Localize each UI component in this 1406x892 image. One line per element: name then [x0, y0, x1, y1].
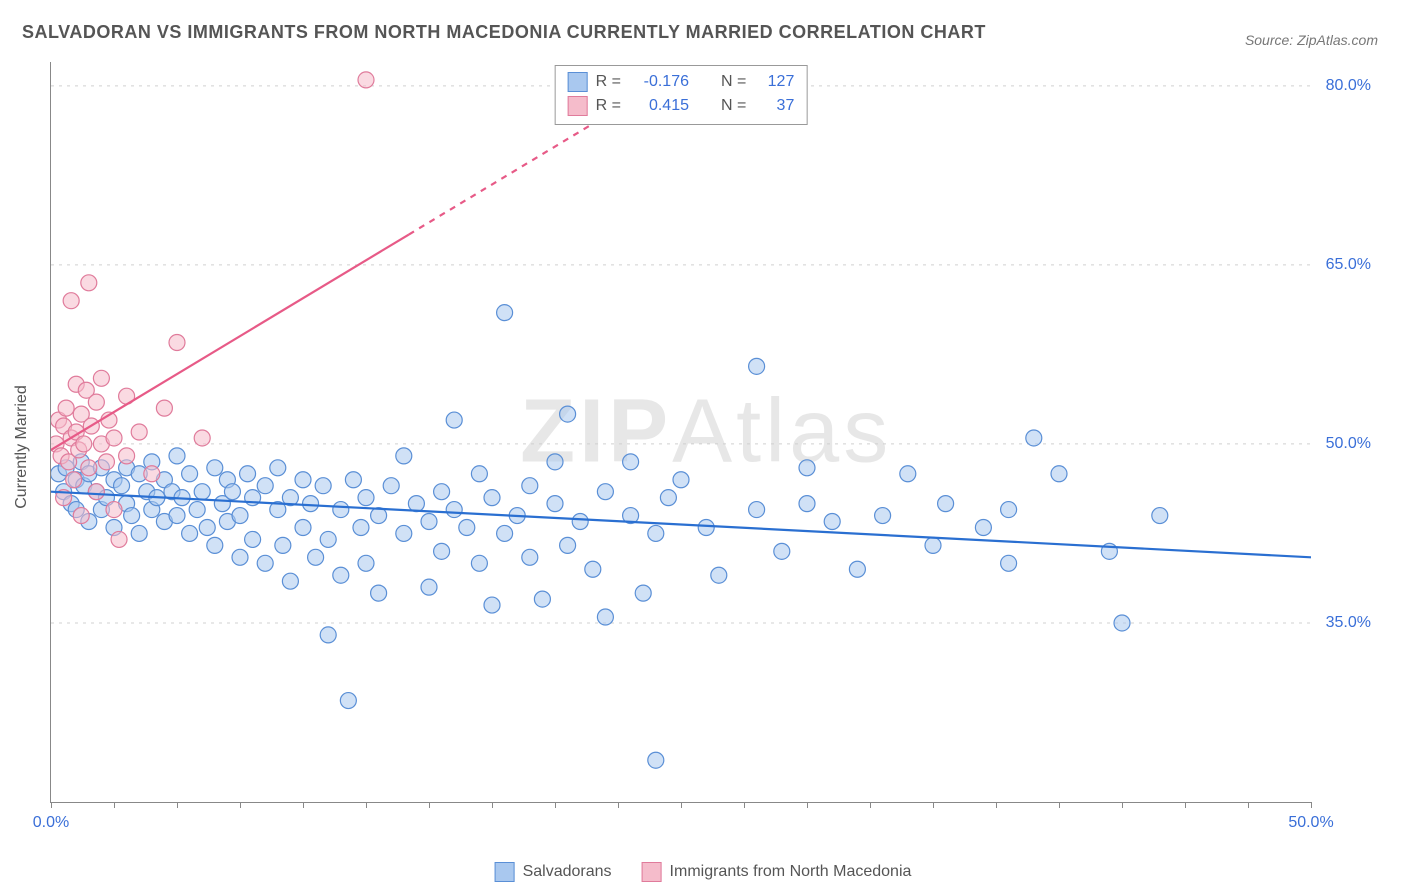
legend-item: Immigrants from North Macedonia [642, 862, 912, 882]
correlation-legend-row: R =0.415N =37 [568, 94, 795, 118]
legend-label: Salvadorans [523, 863, 612, 881]
x-tick-label: 50.0% [1288, 814, 1333, 832]
x-tick-label: 0.0% [33, 814, 69, 832]
y-tick-label: 65.0% [1326, 256, 1371, 274]
plot-svg [51, 62, 1311, 802]
legend-swatch [495, 862, 515, 882]
y-tick-label: 35.0% [1326, 614, 1371, 632]
series-legend: Salvadorans Immigrants from North Macedon… [495, 862, 912, 882]
legend-swatch [568, 96, 588, 116]
legend-item: Salvadorans [495, 862, 612, 882]
legend-swatch [568, 72, 588, 92]
chart-container: SALVADORAN VS IMMIGRANTS FROM NORTH MACE… [0, 0, 1406, 892]
y-tick-label: 80.0% [1326, 77, 1371, 95]
chart-title: SALVADORAN VS IMMIGRANTS FROM NORTH MACE… [22, 22, 986, 43]
legend-swatch [642, 862, 662, 882]
correlation-legend-row: R =-0.176N =127 [568, 70, 795, 94]
legend-label: Immigrants from North Macedonia [670, 863, 912, 881]
y-tick-label: 50.0% [1326, 435, 1371, 453]
y-axis-title: Currently Married [13, 385, 31, 509]
correlation-legend: R =-0.176N =127 R =0.415N =37 [555, 65, 808, 125]
scatter-plot: ZIPAtlas R =-0.176N =127 R =0.415N =37 3… [50, 62, 1311, 803]
plot-wrap: Currently Married ZIPAtlas R =-0.176N =1… [50, 62, 1370, 832]
source-attribution: Source: ZipAtlas.com [1245, 32, 1378, 48]
